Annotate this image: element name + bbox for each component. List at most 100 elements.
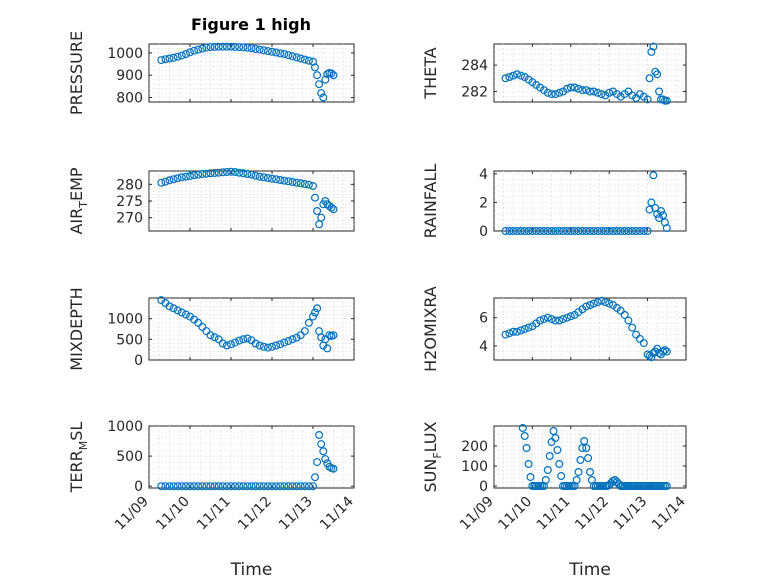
y-axis-label-subscript: M [77, 441, 90, 451]
data-point [597, 227, 606, 236]
y-tick-label: 6 [479, 311, 488, 327]
data-point [585, 87, 594, 96]
data-point [161, 55, 170, 64]
data-point [311, 473, 320, 482]
data-point [206, 169, 215, 178]
data-point [304, 482, 313, 491]
data-point [247, 482, 256, 491]
data-point [524, 460, 533, 469]
data-point [177, 308, 186, 317]
data-point [656, 207, 665, 216]
data-point [313, 207, 322, 216]
data-point [520, 227, 529, 236]
data-point [227, 340, 236, 349]
data-point [296, 179, 305, 188]
data-point [169, 53, 178, 62]
data-point [315, 431, 324, 440]
data-point [190, 46, 199, 55]
data-point [177, 51, 186, 60]
data-point [321, 335, 330, 344]
data-point [161, 482, 170, 491]
data-point [319, 93, 328, 102]
data-point [649, 42, 658, 51]
data-point [557, 472, 566, 481]
data-point [313, 304, 322, 313]
data-point [624, 227, 633, 236]
data-point [658, 347, 667, 356]
x-tick-label: 11/13 [276, 494, 316, 534]
subplot-1: 800 900 1000 PRESSURE [67, 31, 355, 115]
data-point [210, 42, 219, 51]
data-point [612, 227, 621, 236]
data-point [645, 74, 654, 83]
figure-title: Figure 1 high [191, 15, 311, 34]
data-point [628, 227, 637, 236]
y-tick-label: 500 [116, 332, 143, 348]
data-point [311, 63, 320, 72]
data-point [276, 482, 285, 491]
data-point [620, 310, 629, 319]
data-point [165, 302, 174, 311]
data-point [165, 176, 174, 185]
y-tick-label: 800 [116, 91, 143, 107]
data-point [585, 301, 594, 310]
data-point [165, 482, 174, 491]
subplot-5: 0 500 1000 MIXDEPTH [67, 287, 355, 371]
data-point [202, 327, 211, 336]
data-point [562, 84, 571, 93]
data-point [255, 341, 264, 350]
axes-frame [148, 297, 355, 361]
data-point [206, 43, 215, 52]
data-point [647, 353, 656, 362]
data-point [566, 312, 575, 321]
y-tick-label: 284 [461, 58, 488, 74]
data-point [522, 444, 531, 453]
data-point [516, 227, 525, 236]
data-point [620, 227, 629, 236]
data-point [296, 331, 305, 340]
x-axis-label: Time [568, 560, 611, 580]
data-point [259, 342, 268, 351]
data-point [210, 169, 219, 178]
y-axis-label-rest: LUX [421, 421, 440, 452]
data-point [218, 339, 227, 348]
data-point [268, 482, 277, 491]
data-point [570, 83, 579, 92]
data-point [272, 341, 281, 350]
data-point [218, 482, 227, 491]
y-tick-label: 0 [479, 224, 488, 240]
y-tick-label: 200 [461, 439, 488, 455]
data-point [259, 482, 268, 491]
data-point [177, 173, 186, 182]
data-point [578, 86, 587, 95]
data-point [222, 168, 231, 177]
data-point [509, 227, 518, 236]
data-point [276, 340, 285, 349]
data-point [259, 173, 268, 182]
data-point [524, 323, 533, 332]
data-point [206, 331, 215, 340]
y-axis-label-rest: EMP [67, 167, 86, 201]
data-point [251, 44, 260, 53]
data-point [662, 96, 671, 105]
data-point [181, 172, 190, 181]
y-axis-label-subscript: T [77, 201, 90, 209]
data-point [231, 168, 240, 177]
data-point [268, 342, 277, 351]
data-point [300, 180, 309, 189]
data-point [227, 167, 236, 176]
y-axis-label-main: AIR [67, 208, 86, 235]
data-point [323, 344, 332, 353]
data-point [311, 308, 320, 317]
subplot-2: 282 284 THETA [421, 42, 687, 105]
y-axis-label: PRESSURE [67, 31, 86, 115]
data-point [539, 315, 548, 324]
data-point [280, 49, 289, 58]
data-point [311, 193, 320, 202]
data-point [555, 88, 564, 97]
data-point [218, 42, 227, 51]
data-point [526, 473, 535, 482]
data-point [194, 45, 203, 54]
y-tick-label: 500 [116, 449, 143, 465]
